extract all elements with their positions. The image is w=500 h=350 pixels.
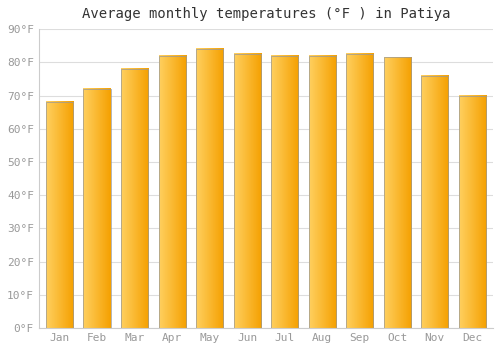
Bar xyxy=(158,56,186,328)
Title: Average monthly temperatures (°F ) in Patiya: Average monthly temperatures (°F ) in Pa… xyxy=(82,7,450,21)
Bar xyxy=(422,76,448,328)
Bar xyxy=(271,56,298,328)
Bar xyxy=(84,89,110,328)
Bar xyxy=(308,56,336,328)
Bar xyxy=(459,96,486,328)
Bar xyxy=(384,57,411,328)
Bar xyxy=(46,102,73,328)
Bar xyxy=(121,69,148,328)
Bar xyxy=(346,54,374,328)
Bar xyxy=(196,49,223,328)
Bar xyxy=(234,54,260,328)
